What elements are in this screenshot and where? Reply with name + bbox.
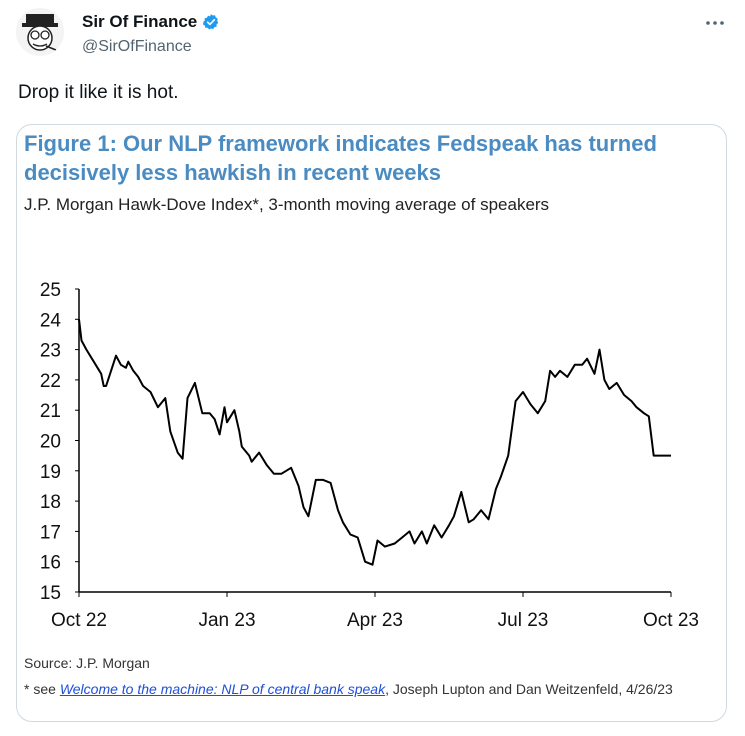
author-name-row[interactable]: Sir Of Finance (82, 12, 220, 32)
avatar[interactable] (16, 8, 64, 56)
tweet-media[interactable]: Figure 1: Our NLP framework indicates Fe… (16, 124, 727, 722)
x-tick-label: Jan 23 (198, 610, 255, 631)
y-tick-label: 19 (40, 462, 61, 483)
x-tick-label: Jul 23 (498, 610, 549, 631)
y-tick-label: 21 (40, 401, 61, 422)
x-tick-label: Oct 22 (51, 610, 107, 631)
y-tick-label: 16 (40, 553, 61, 574)
y-tick-label: 25 (40, 280, 61, 301)
handle[interactable]: @SirOfFinance (82, 38, 192, 55)
y-tick-label: 17 (40, 522, 61, 543)
hawk-dove-line-chart: 15 16 17 18 19 20 21 22 23 24 25 Oct 22 Jan 23 Apr 23… (40, 280, 699, 631)
y-tick-label: 18 (40, 492, 61, 513)
y-tick-label: 23 (40, 341, 61, 362)
y-tick-label: 24 (40, 310, 62, 331)
more-horizontal-icon (706, 21, 724, 25)
figure-title: Figure 1: Our NLP framework indicates Fe… (24, 131, 657, 185)
y-tick-label: 20 (40, 432, 61, 453)
figure-note: * see Welcome to the machine: NLP of cen… (24, 678, 724, 700)
note-prefix: * see (24, 681, 60, 697)
series-line (78, 319, 671, 566)
avatar-image (16, 8, 64, 56)
x-tick-label: Oct 23 (643, 610, 699, 631)
y-tick-label: 22 (40, 371, 61, 392)
tweet-text: Drop it like it is hot. (18, 82, 179, 103)
display-name[interactable]: Sir Of Finance (82, 12, 198, 31)
report-link[interactable]: Welcome to the machine: NLP of central b… (59, 681, 386, 697)
figure-source: Source: J.P. Morgan (24, 655, 150, 671)
figure-subtitle: J.P. Morgan Hawk-Dove Index*, 3-month mo… (24, 195, 550, 214)
y-tick-label: 15 (40, 583, 61, 604)
verified-badge-icon (203, 14, 219, 30)
note-suffix: , Joseph Lupton and Dan Weitzenfeld, 4/2… (385, 681, 673, 697)
more-options-button[interactable] (701, 12, 729, 34)
x-tick-label: Apr 23 (347, 610, 403, 631)
